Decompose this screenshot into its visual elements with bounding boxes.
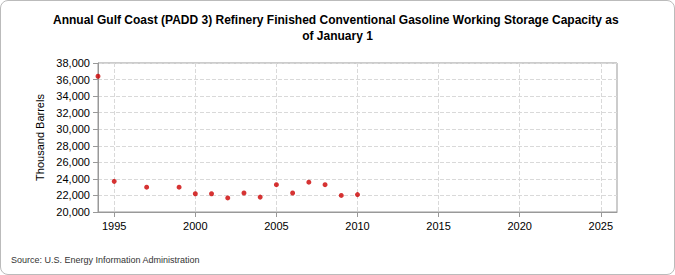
- svg-text:30,000: 30,000: [56, 123, 90, 135]
- svg-text:2010: 2010: [345, 220, 369, 232]
- svg-text:2015: 2015: [426, 220, 450, 232]
- svg-text:24,000: 24,000: [56, 173, 90, 185]
- svg-text:2000: 2000: [183, 220, 207, 232]
- svg-text:38,000: 38,000: [56, 57, 90, 69]
- svg-text:of January 1: of January 1: [302, 29, 373, 43]
- svg-text:20,000: 20,000: [56, 206, 90, 218]
- svg-text:Annual Gulf Coast (PADD 3) Ref: Annual Gulf Coast (PADD 3) Refinery Fini…: [53, 13, 622, 27]
- svg-text:22,000: 22,000: [56, 189, 90, 201]
- svg-text:2025: 2025: [589, 220, 613, 232]
- svg-text:2005: 2005: [264, 220, 288, 232]
- svg-text:36,000: 36,000: [56, 74, 90, 86]
- svg-text:Source: U.S. Energy Informatio: Source: U.S. Energy Information Administ…: [11, 255, 200, 265]
- svg-text:26,000: 26,000: [56, 156, 90, 168]
- svg-text:1995: 1995: [102, 220, 126, 232]
- svg-text:Thousand Barrels: Thousand Barrels: [34, 94, 46, 181]
- svg-text:32,000: 32,000: [56, 107, 90, 119]
- svg-text:2020: 2020: [507, 220, 531, 232]
- svg-text:28,000: 28,000: [56, 140, 90, 152]
- svg-text:34,000: 34,000: [56, 90, 90, 102]
